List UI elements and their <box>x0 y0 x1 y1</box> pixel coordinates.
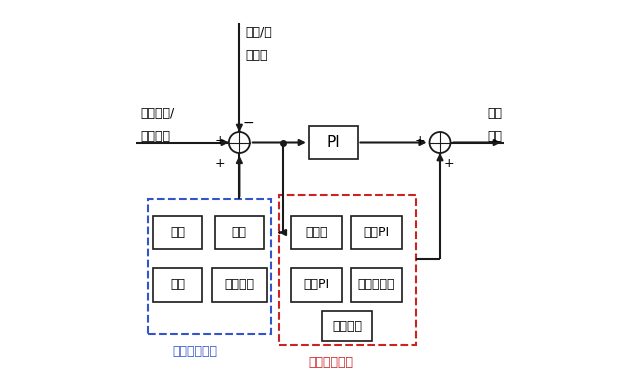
Text: 基本电流/: 基本电流/ <box>140 107 174 120</box>
Text: 功率指令: 功率指令 <box>140 129 170 142</box>
Text: 转矩: 转矩 <box>170 279 185 291</box>
Bar <box>153 268 202 302</box>
Text: +: + <box>415 135 426 147</box>
Text: 重复控制器: 重复控制器 <box>358 279 395 291</box>
Text: 电流: 电流 <box>170 226 185 239</box>
Bar <box>212 268 267 302</box>
Text: −: − <box>243 116 254 130</box>
Bar <box>351 268 401 302</box>
Bar <box>153 216 202 249</box>
Text: 调制: 调制 <box>487 107 502 120</box>
Bar <box>308 126 358 159</box>
Circle shape <box>429 132 451 153</box>
Text: +: + <box>444 157 454 170</box>
Text: 功率: 功率 <box>232 226 247 239</box>
Bar <box>279 195 415 345</box>
Text: 带宽扩展环节: 带宽扩展环节 <box>308 356 353 369</box>
Text: 率反馈: 率反馈 <box>245 49 268 62</box>
Text: +: + <box>214 157 225 170</box>
Text: PI: PI <box>326 135 340 150</box>
Bar <box>147 199 271 334</box>
Text: 补偿分量计算: 补偿分量计算 <box>172 345 217 358</box>
Bar <box>322 311 372 341</box>
Text: 电压: 电压 <box>487 129 502 142</box>
Text: 谐振器: 谐振器 <box>305 226 328 239</box>
Circle shape <box>229 132 250 153</box>
Text: 母线电压: 母线电压 <box>225 279 254 291</box>
Text: 电流/功: 电流/功 <box>245 26 272 39</box>
Bar <box>351 216 401 249</box>
Text: 多重PI: 多重PI <box>363 226 389 239</box>
Text: 带通环节: 带通环节 <box>332 320 362 333</box>
Bar <box>291 216 342 249</box>
Bar <box>291 268 342 302</box>
Text: 矢量PI: 矢量PI <box>303 279 330 291</box>
Bar <box>215 216 264 249</box>
Text: +: + <box>214 135 225 147</box>
